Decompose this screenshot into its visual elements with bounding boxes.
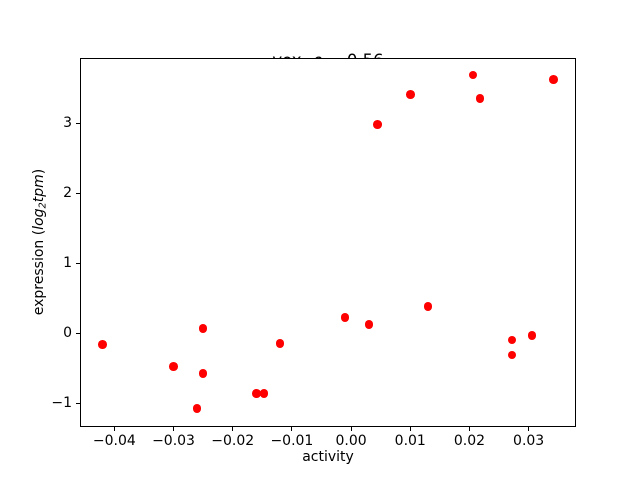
y-tick xyxy=(76,332,80,334)
y-tick xyxy=(76,192,80,194)
x-tick xyxy=(468,427,470,431)
ylabel-prefix: expression ( xyxy=(31,229,47,316)
x-tick xyxy=(113,427,115,431)
data-point xyxy=(405,90,415,99)
data-point xyxy=(475,94,485,103)
x-tick xyxy=(409,427,411,431)
x-tick xyxy=(350,427,352,431)
y-tick xyxy=(76,262,80,264)
x-tick-label: 0.03 xyxy=(513,433,545,449)
y-tick-label: −1 xyxy=(51,395,72,412)
data-point xyxy=(98,340,107,349)
x-tick-label: −0.01 xyxy=(270,433,314,449)
plot-area xyxy=(80,58,576,427)
data-point xyxy=(423,302,433,311)
data-point xyxy=(507,335,517,345)
y-axis-label: expression (log2tpm) xyxy=(30,92,48,392)
y-tick xyxy=(76,122,80,124)
data-point xyxy=(340,313,350,323)
y-tick-label: 2 xyxy=(63,185,72,202)
data-point xyxy=(198,369,208,379)
y-tick-label: 3 xyxy=(63,115,72,132)
data-point xyxy=(169,362,178,372)
data-point xyxy=(364,320,374,330)
data-point xyxy=(468,70,478,80)
x-tick-label: 0.00 xyxy=(335,433,367,449)
ylabel-log: log xyxy=(31,208,47,230)
data-point xyxy=(275,339,285,348)
ylabel-subscript: 2 xyxy=(37,202,49,209)
x-tick xyxy=(291,427,293,431)
data-point xyxy=(198,323,208,333)
y-tick-label: 0 xyxy=(63,325,72,342)
x-tick-label: −0.02 xyxy=(211,433,255,449)
y-tick xyxy=(76,402,80,404)
ylabel-suffix: ) xyxy=(31,168,47,175)
x-tick-label: −0.04 xyxy=(92,433,136,449)
data-point xyxy=(252,389,261,398)
x-axis-label: activity xyxy=(302,449,354,465)
data-point xyxy=(192,404,202,414)
data-point xyxy=(549,75,558,84)
x-tick xyxy=(173,427,175,431)
x-tick xyxy=(232,427,234,431)
data-point xyxy=(527,330,537,340)
x-tick-label: 0.01 xyxy=(394,433,426,449)
x-tick-label: −0.03 xyxy=(152,433,195,449)
x-tick xyxy=(528,427,530,431)
x-tick-label: 0.02 xyxy=(453,433,486,449)
y-tick-label: 1 xyxy=(63,255,72,272)
data-point xyxy=(507,350,517,360)
data-point xyxy=(373,120,382,129)
data-point xyxy=(259,389,269,398)
